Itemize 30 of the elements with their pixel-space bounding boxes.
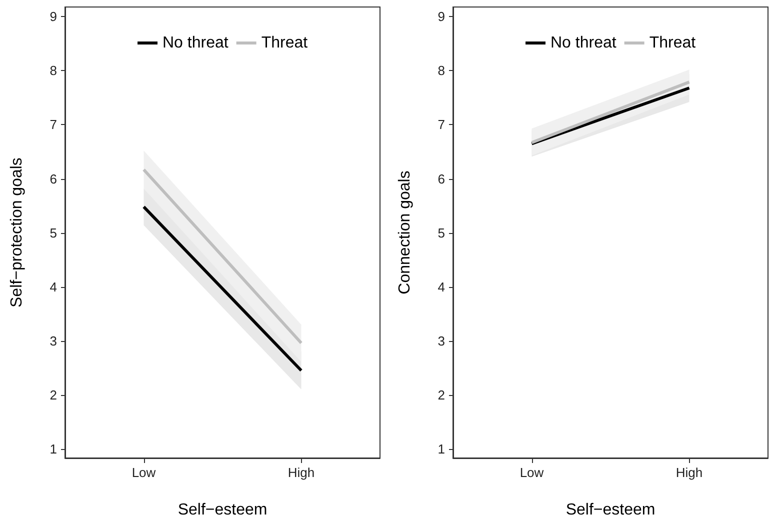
x-tick-label: High xyxy=(676,465,703,480)
y-axis-title: Connection goals xyxy=(396,170,414,294)
y-tick-label: 6 xyxy=(438,171,445,186)
y-tick-label: 9 xyxy=(438,9,445,24)
legend-label: No threat xyxy=(162,34,229,52)
y-tick-label: 8 xyxy=(438,63,445,78)
x-axis-title: Self−esteem xyxy=(178,502,268,518)
x-tick-label: Low xyxy=(132,465,156,480)
x-axis-title: Self−esteem xyxy=(566,502,656,518)
legend-label: Threat xyxy=(649,34,696,52)
y-tick-label: 4 xyxy=(50,279,57,294)
y-tick-label: 3 xyxy=(438,333,445,348)
y-axis-title: Self−protection goals xyxy=(8,158,26,308)
legend-label: No threat xyxy=(550,34,617,52)
y-tick-label: 4 xyxy=(438,279,445,294)
y-tick-label: 5 xyxy=(438,225,445,240)
y-tick-label: 8 xyxy=(50,63,57,78)
y-tick-label: 1 xyxy=(438,441,445,456)
y-tick-label: 5 xyxy=(50,225,57,240)
legend-label: Threat xyxy=(261,34,308,52)
y-tick-label: 2 xyxy=(50,387,57,402)
y-tick-label: 7 xyxy=(50,117,57,132)
x-tick-label: Low xyxy=(520,465,544,480)
y-tick-label: 6 xyxy=(50,171,57,186)
x-tick-label: High xyxy=(288,465,315,480)
y-tick-label: 3 xyxy=(50,333,57,348)
y-tick-label: 7 xyxy=(438,117,445,132)
y-tick-label: 2 xyxy=(438,387,445,402)
y-tick-label: 9 xyxy=(50,9,57,24)
y-tick-label: 1 xyxy=(50,441,57,456)
